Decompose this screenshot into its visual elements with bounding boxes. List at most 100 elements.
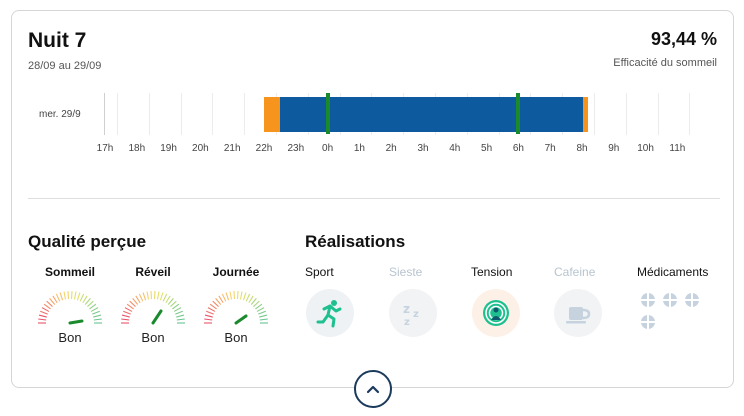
- gauge-tick: [229, 291, 233, 300]
- achievement-label-medication: Médicaments: [637, 265, 709, 279]
- achievement-label-tension: Tension: [471, 265, 513, 279]
- gauge-tick: [123, 310, 131, 315]
- gauge-tick: [59, 292, 64, 301]
- timeline-tick-label: 6h: [512, 143, 524, 154]
- timeline-tick-label: 17h: [96, 143, 114, 154]
- timeline-grid-line: [625, 93, 627, 135]
- svg-text:z: z: [403, 302, 410, 316]
- sleep-efficiency-label: Efficacité du sommeil: [613, 57, 717, 69]
- quality-section-title: Qualité perçue: [28, 232, 147, 251]
- awake-segment-start: [264, 97, 280, 132]
- gauge-tick: [176, 318, 185, 321]
- sleep-efficiency-value: 93,44 %: [650, 29, 717, 49]
- gauge-tick: [206, 310, 214, 315]
- gauge-tick: [93, 314, 102, 318]
- gauge-tick: [159, 292, 164, 301]
- gauge-tick: [176, 314, 185, 318]
- timeline-grid-line: [117, 93, 118, 135]
- gauge-tick: [256, 307, 265, 312]
- timeline-tick-label: 1h: [353, 143, 365, 154]
- gauge-tick: [67, 291, 70, 300]
- gauge-tick: [38, 318, 47, 321]
- gauge-tick: [79, 293, 85, 302]
- gauge-tick: [225, 292, 230, 301]
- gauge-tick: [40, 310, 48, 315]
- gauge-tick: [129, 300, 136, 307]
- gauge-tick: [49, 297, 56, 305]
- gauge-tick: [167, 297, 174, 305]
- timeline-axis: [104, 93, 105, 135]
- gauge-tick: [89, 303, 97, 310]
- sleep-segment: [280, 97, 583, 132]
- gauge-tick: [250, 297, 257, 305]
- coffee-cup-icon: [554, 289, 602, 337]
- gauge-tick: [124, 307, 133, 312]
- gauge-tick: [70, 291, 73, 300]
- timeline-tick-label: 19h: [160, 143, 177, 154]
- timeline-grid-line: [148, 93, 150, 135]
- gauge-tick: [73, 291, 77, 300]
- section-divider: [28, 198, 720, 199]
- sleep-quality-gauge: [38, 291, 102, 325]
- timeline-grid-line: [689, 93, 691, 135]
- gauge-tick: [153, 291, 156, 300]
- timeline-tick-label: 22h: [255, 143, 273, 154]
- timeline-tick-label: 0h: [322, 143, 334, 154]
- gauge-tick: [258, 310, 266, 315]
- gauge-tick: [175, 310, 183, 315]
- sleep-night-card: Nuit 7 28/09 au 29/09 93,44 % Efficacité…: [11, 10, 734, 388]
- timeline-grid-line: [657, 93, 659, 135]
- gauge-tick: [76, 292, 81, 301]
- quality-value-wake: Bon: [141, 330, 165, 345]
- gauge-tick: [245, 293, 251, 302]
- achievement-label-nap: Sieste: [389, 265, 423, 279]
- timeline-grid-line: [180, 93, 182, 135]
- gauge-tick: [90, 307, 99, 312]
- timeline-grid-line: [594, 93, 595, 135]
- timeline-tick-label: 10h: [637, 143, 654, 154]
- zzz-icon: z z z: [389, 289, 437, 337]
- gauge-tick: [138, 293, 144, 302]
- achievements-section-title: Réalisations: [305, 232, 406, 251]
- svg-text:z: z: [413, 309, 419, 320]
- timeline-tick-label: 21h: [223, 143, 241, 154]
- gauge-tick: [221, 293, 227, 302]
- svg-text:z: z: [404, 317, 410, 328]
- gauge-tick: [156, 291, 160, 300]
- gauge-tick: [215, 297, 222, 305]
- gauge-tick: [52, 295, 58, 304]
- gauge-tick: [126, 303, 134, 310]
- gauge-tick: [236, 291, 239, 300]
- gauge-tick: [173, 307, 182, 312]
- gauge-tick: [121, 314, 130, 318]
- gauge-tick: [204, 318, 213, 321]
- quality-label-sleep: Sommeil: [44, 265, 95, 279]
- wake-quality-gauge: [121, 291, 185, 325]
- gauge-tick: [150, 291, 153, 300]
- gauge-tick: [43, 303, 51, 310]
- timeline-tick-label: 4h: [449, 143, 461, 154]
- timeline-tick-label: 23h: [287, 143, 305, 154]
- event-marker: [516, 93, 520, 134]
- gauge-tick: [259, 318, 268, 321]
- gauge-tick: [92, 310, 100, 315]
- timeline-tick-label: 2h: [385, 143, 397, 154]
- awake-segment-end: [583, 97, 588, 132]
- gauge-tick: [63, 291, 67, 300]
- night-date-range: 28/09 au 29/09: [28, 60, 102, 72]
- gauge-tick: [87, 300, 94, 307]
- gauge-tick: [46, 300, 53, 307]
- timeline-grid-line: [212, 93, 214, 135]
- collapse-toggle-button[interactable]: [354, 370, 392, 408]
- quality-label-wake: Réveil: [135, 265, 171, 279]
- timeline-tick-label: 7h: [544, 143, 556, 154]
- achievement-label-sport: Sport: [305, 265, 334, 279]
- timeline-tick-label: 20h: [192, 143, 209, 154]
- gauge-tick: [207, 307, 216, 312]
- timeline-tick-label: 11h: [669, 143, 686, 154]
- gauge-tick: [248, 295, 254, 304]
- running-icon: [306, 289, 354, 337]
- gauge-tick: [212, 300, 219, 307]
- gauge-tick: [132, 297, 139, 305]
- gauge-tick: [172, 303, 180, 310]
